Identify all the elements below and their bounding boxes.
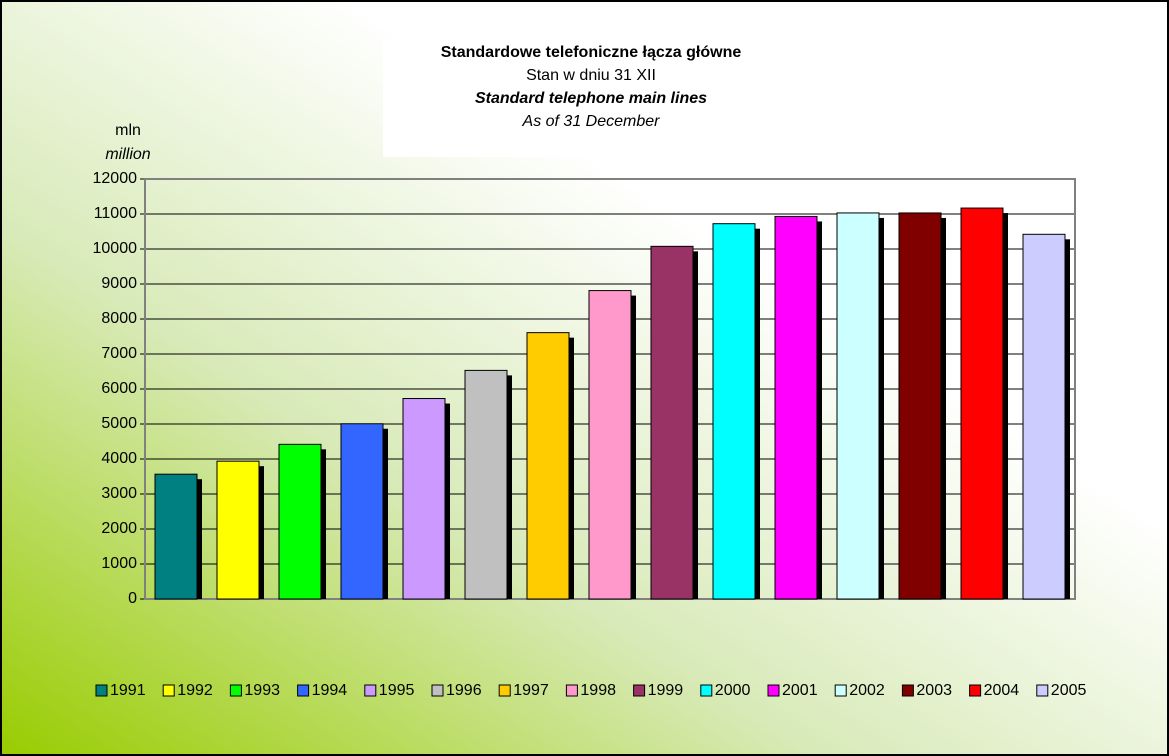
y-tick-label: 6000	[101, 380, 137, 397]
legend-swatch	[1036, 684, 1049, 697]
y-tick-label: 11000	[94, 205, 137, 222]
legend-swatch	[297, 684, 310, 697]
legend-label: 1991	[110, 682, 146, 699]
chart-title: Standardowe telefoniczne łącza główne	[441, 44, 742, 61]
chart-subtitle: Stan w dniu 31 XII	[526, 67, 656, 84]
legend-label: 2002	[849, 682, 885, 699]
legend-swatch	[229, 684, 242, 697]
bar	[898, 212, 942, 600]
bar	[154, 473, 198, 600]
y-tick-label: 10000	[93, 240, 138, 257]
y-tick-label: 3000	[101, 485, 137, 502]
legend-label: 2001	[782, 682, 818, 699]
bar	[588, 290, 632, 600]
y-tick-label: 8000	[101, 310, 137, 327]
legend-label: 1995	[379, 682, 415, 699]
legend-label: 2005	[1051, 682, 1087, 699]
title-box	[383, 40, 800, 157]
bar	[464, 369, 508, 600]
y-tick-label: 7000	[101, 345, 137, 362]
bar	[774, 215, 818, 600]
bar	[402, 398, 446, 600]
y-tick-label: 12000	[93, 170, 138, 187]
legend-swatch	[431, 684, 444, 697]
bar	[650, 245, 694, 600]
bar	[340, 423, 384, 600]
legend-swatch	[364, 684, 377, 697]
y-tick-label: 0	[128, 590, 137, 607]
y-tick-label: 1000	[101, 555, 137, 572]
legend-swatch	[633, 684, 646, 697]
legend-swatch	[767, 684, 780, 697]
y-tick-label: 2000	[101, 520, 137, 537]
legend-label: 1992	[177, 682, 213, 699]
y-tick-label: 4000	[101, 450, 137, 467]
bar	[278, 443, 322, 600]
chart-subtitle-en: As of 31 December	[522, 113, 661, 130]
bar	[960, 207, 1004, 600]
legend-label: 1996	[446, 682, 482, 699]
legend-label: 1994	[312, 682, 348, 699]
bar	[712, 223, 756, 600]
legend-label: 1993	[244, 682, 280, 699]
legend-swatch	[834, 684, 847, 697]
legend-swatch	[969, 684, 982, 697]
legend-swatch	[95, 684, 108, 697]
legend-label: 1998	[580, 682, 616, 699]
y-tick-label: 5000	[101, 415, 137, 432]
y-tick-label: 9000	[101, 275, 137, 292]
legend-swatch	[700, 684, 713, 697]
chart-title-en: Standard telephone main lines	[475, 90, 707, 107]
legend-label: 2003	[916, 682, 952, 699]
bar	[1022, 233, 1066, 600]
legend-swatch	[162, 684, 175, 697]
legend-swatch	[565, 684, 578, 697]
bar	[216, 460, 260, 600]
y-axis-label: mln	[115, 122, 141, 139]
legend-swatch	[901, 684, 914, 697]
legend-swatch	[498, 684, 511, 697]
legend-label: 2000	[715, 682, 751, 699]
y-axis-label-en: million	[105, 146, 150, 163]
bar	[526, 332, 570, 600]
legend-label: 2004	[984, 682, 1020, 699]
bar	[836, 212, 880, 600]
legend-label: 1997	[513, 682, 549, 699]
legend-label: 1999	[648, 682, 684, 699]
